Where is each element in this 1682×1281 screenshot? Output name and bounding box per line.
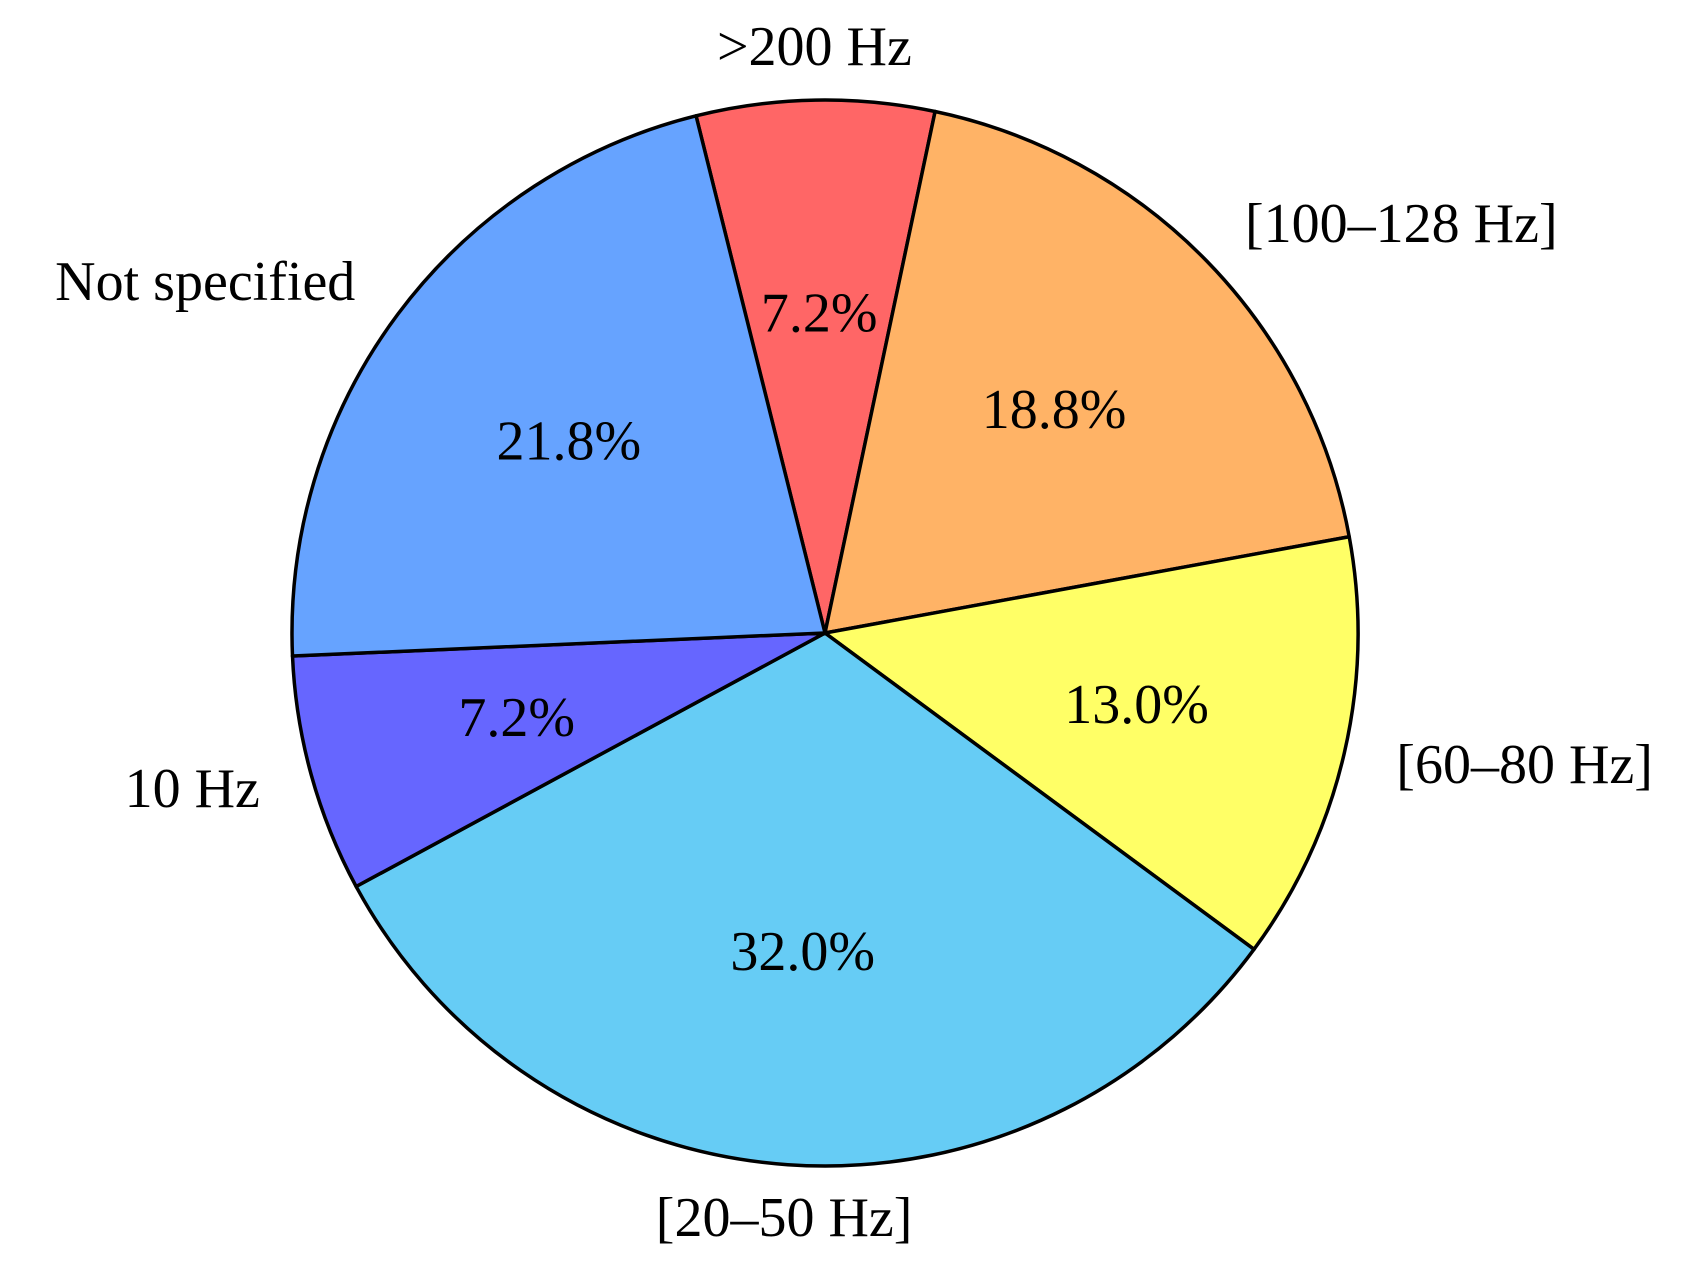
category-label-200-hz: >200 Hz: [717, 16, 912, 78]
pct-label-not-specified: 21.8%: [496, 411, 641, 473]
pie-slice-200-hz: [694, 98, 937, 635]
pie-slice-100-128-hz: [823, 109, 1351, 635]
category-label-100-128-hz: [100–128 Hz]: [1245, 193, 1558, 255]
pct-label-10-hz: 7.2%: [458, 687, 575, 749]
pct-label-100-128-hz: 18.8%: [982, 379, 1127, 441]
pct-label-60-80-hz: 13.0%: [1064, 674, 1209, 736]
category-label-not-specified: Not specified: [55, 251, 355, 313]
pie-slice-not-specified: [290, 114, 827, 658]
pie-slice-10-hz: [290, 631, 827, 889]
category-label-60-80-hz: [60–80 Hz]: [1396, 734, 1653, 796]
pie-slice-60-80-hz: [823, 535, 1360, 952]
pct-label-20-50-hz: 32.0%: [730, 921, 875, 983]
category-label-20-50-hz: [20–50 Hz]: [656, 1187, 913, 1249]
category-labels: >200 Hz [100–128 Hz] [60–80 Hz] [20–50 Hz] 1…: [55, 16, 1653, 1249]
category-label-10-hz: 10 Hz: [125, 758, 260, 820]
pct-label-200-hz: 7.2%: [761, 282, 878, 344]
percentage-labels: 7.2% 18.8% 13.0% 32.0% 7.2% 21.8%: [458, 282, 1209, 983]
pie-slices: [290, 98, 1360, 1168]
